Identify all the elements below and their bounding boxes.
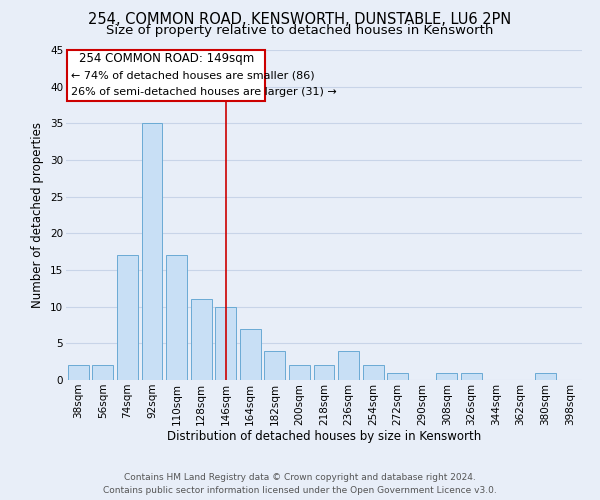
Text: Contains HM Land Registry data © Crown copyright and database right 2024.
Contai: Contains HM Land Registry data © Crown c… <box>103 474 497 495</box>
Text: ← 74% of detached houses are smaller (86): ← 74% of detached houses are smaller (86… <box>71 70 314 81</box>
Bar <box>289 366 310 380</box>
Bar <box>338 350 359 380</box>
Bar <box>535 372 556 380</box>
Text: 254, COMMON ROAD, KENSWORTH, DUNSTABLE, LU6 2PN: 254, COMMON ROAD, KENSWORTH, DUNSTABLE, … <box>88 12 512 28</box>
Text: 26% of semi-detached houses are larger (31) →: 26% of semi-detached houses are larger (… <box>71 87 337 97</box>
Bar <box>92 366 113 380</box>
Bar <box>265 350 286 380</box>
X-axis label: Distribution of detached houses by size in Kensworth: Distribution of detached houses by size … <box>167 430 481 444</box>
Bar <box>436 372 457 380</box>
Bar <box>461 372 482 380</box>
Bar <box>387 372 408 380</box>
FancyBboxPatch shape <box>67 50 265 102</box>
Bar <box>166 256 187 380</box>
Text: Size of property relative to detached houses in Kensworth: Size of property relative to detached ho… <box>106 24 494 37</box>
Bar <box>117 256 138 380</box>
Bar <box>142 124 163 380</box>
Bar <box>215 306 236 380</box>
Y-axis label: Number of detached properties: Number of detached properties <box>31 122 44 308</box>
Text: 254 COMMON ROAD: 149sqm: 254 COMMON ROAD: 149sqm <box>79 52 254 66</box>
Bar <box>314 366 334 380</box>
Bar <box>191 300 212 380</box>
Bar <box>68 366 89 380</box>
Bar <box>362 366 383 380</box>
Bar <box>240 328 261 380</box>
